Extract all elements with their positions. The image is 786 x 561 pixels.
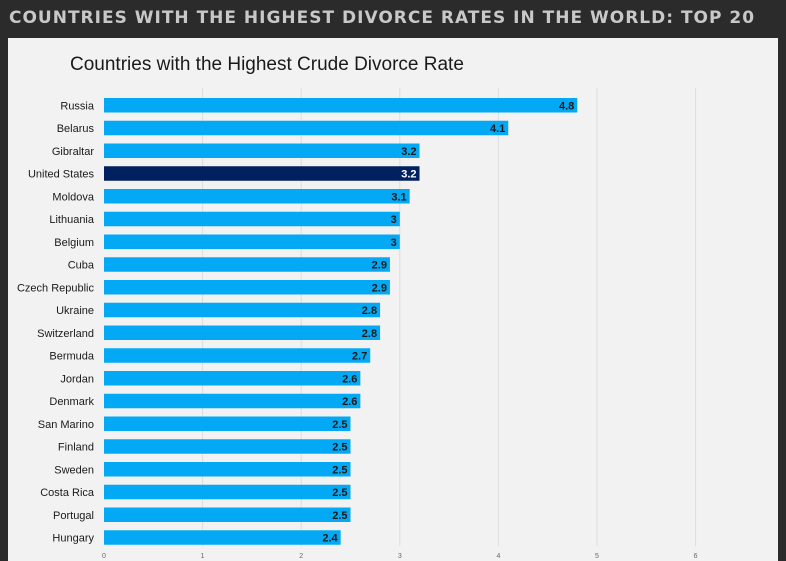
bar xyxy=(104,166,420,181)
category-label: Moldova xyxy=(52,191,94,203)
bar-value-label: 2.6 xyxy=(342,396,357,408)
bar-value-label: 2.5 xyxy=(332,510,347,522)
x-tick-label: 5 xyxy=(595,553,599,560)
category-label: Lithuania xyxy=(49,214,95,226)
bar-value-label: 2.8 xyxy=(362,305,377,317)
category-label: Jordan xyxy=(60,373,94,385)
category-label: Hungary xyxy=(52,533,94,545)
bar xyxy=(104,393,361,409)
chart-title: Countries with the Highest Crude Divorce… xyxy=(70,54,464,75)
x-tick-label: 0 xyxy=(102,553,106,560)
x-tick-label: 2 xyxy=(299,553,303,560)
bar xyxy=(104,302,381,318)
bar xyxy=(104,234,400,249)
x-tick-label: 6 xyxy=(694,553,698,560)
divorce-rate-bar-chart: Countries with the Highest Crude Divorce… xyxy=(17,54,698,560)
category-label: Sweden xyxy=(54,464,94,476)
category-label: Denmark xyxy=(49,396,94,408)
bar xyxy=(104,98,578,113)
bar-value-label: 2.9 xyxy=(372,282,387,294)
bar-value-label: 2.5 xyxy=(332,487,347,499)
bar xyxy=(104,439,351,454)
category-label: United States xyxy=(28,169,95,181)
page-title: COUNTRIES WITH THE HIGHEST DIVORCE RATES… xyxy=(9,8,756,28)
bar-value-label: 2.5 xyxy=(332,442,347,454)
x-tick-label: 3 xyxy=(398,553,402,560)
category-label: Gibraltar xyxy=(52,146,95,158)
bar-value-label: 2.8 xyxy=(362,328,377,340)
category-labels: Russia Belarus Gibraltar United States Moldo… xyxy=(17,100,95,544)
bar xyxy=(104,143,420,158)
x-tick-label: 4 xyxy=(496,553,500,560)
category-label: Belarus xyxy=(57,123,95,135)
bar-value-label: 3.2 xyxy=(401,146,416,158)
bar xyxy=(104,211,400,227)
category-label: Czech Republic xyxy=(17,282,95,294)
bars: 4.8 4.1 3.2 3.2 3.1 3 3 2.9 2.9 2.8 2.8 2.7 2.6 2.6 2.… xyxy=(104,98,578,545)
bar xyxy=(104,257,390,272)
bar xyxy=(104,189,410,204)
bar-value-label: 4.1 xyxy=(490,123,505,135)
bar xyxy=(104,325,381,340)
bar xyxy=(104,484,351,500)
category-label: Ukraine xyxy=(56,305,94,317)
bar-value-label: 2.7 xyxy=(352,351,367,363)
category-label: Cuba xyxy=(68,260,95,272)
bar xyxy=(104,530,341,545)
chart-panel: Countries with the Highest Crude Divorce… xyxy=(8,38,778,561)
category-label: Costa Rica xyxy=(40,487,95,499)
category-label: Bermuda xyxy=(49,351,95,363)
bar xyxy=(104,462,351,477)
bar-value-label: 3 xyxy=(391,237,397,249)
bar xyxy=(104,371,361,386)
category-label: Belgium xyxy=(54,237,94,249)
bar xyxy=(104,416,351,431)
category-label: Russia xyxy=(60,100,95,112)
category-label: Finland xyxy=(58,442,94,454)
x-axis-ticks: 0 1 2 3 4 5 6 xyxy=(102,553,698,560)
bar xyxy=(104,507,351,522)
category-label: San Marino xyxy=(38,419,94,431)
bar-value-label: 2.4 xyxy=(322,533,338,545)
bar-value-label: 4.8 xyxy=(559,100,574,112)
bar-value-label: 2.5 xyxy=(332,464,347,476)
bar-value-label: 2.9 xyxy=(372,260,387,272)
page-header: COUNTRIES WITH THE HIGHEST DIVORCE RATES… xyxy=(0,0,786,38)
bar-value-label: 2.5 xyxy=(332,419,347,431)
bar-value-label: 3 xyxy=(391,214,397,226)
bar xyxy=(104,348,371,363)
category-label: Switzerland xyxy=(37,328,94,340)
bar xyxy=(104,280,390,295)
x-tick-label: 1 xyxy=(201,553,205,560)
bar-value-label: 3.1 xyxy=(391,191,406,203)
bar xyxy=(104,120,509,136)
category-label: Portugal xyxy=(53,510,94,522)
bar-value-label: 3.2 xyxy=(401,169,416,181)
bar-value-label: 2.6 xyxy=(342,373,357,385)
